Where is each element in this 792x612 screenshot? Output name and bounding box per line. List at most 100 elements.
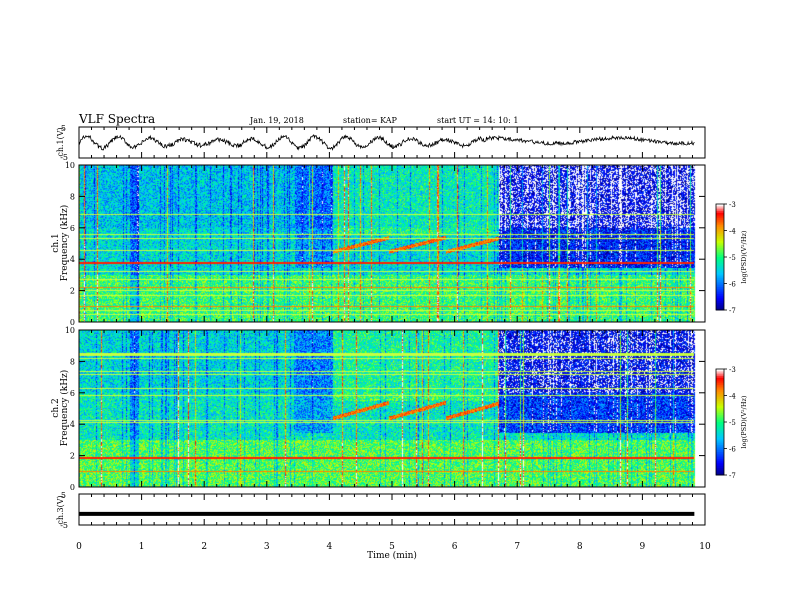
colorbar-tick-label: -4: [729, 393, 736, 401]
colorbar-segment: [716, 391, 724, 395]
time-tick-label: 7: [514, 542, 520, 552]
ch1-spectrogram-yticks: 0 2 4 6 8 10: [65, 161, 705, 327]
colorbar-segment: [716, 450, 724, 453]
colorbar-segment: [716, 241, 724, 244]
time-tick-label: 4: [327, 542, 333, 552]
colorbar-segment: [716, 219, 724, 223]
time-axis-label: Time (min): [367, 550, 417, 561]
colorbar-segment: [716, 446, 724, 449]
freq-tick-label: 8: [70, 357, 75, 366]
colorbar-segment: [716, 306, 724, 309]
colorbar-tick-label: -7: [729, 472, 736, 480]
colorbar-segment: [716, 473, 724, 476]
colorbar-segment: [716, 218, 724, 221]
colorbar-segment: [716, 377, 724, 381]
colorbar-segment: [716, 395, 724, 398]
ch1-spectrogram-ylabel-freq: Frequency (kHz): [59, 205, 70, 282]
colorbar-segment: [716, 295, 724, 299]
ch2-spectrogram-panel: 0 2 4 6 8 10 ch.2 Frequency (kHz): [51, 326, 706, 492]
ch1-ytick-top: 5: [61, 124, 66, 133]
colorbar-segment: [716, 374, 724, 377]
colorbar-segment: [716, 460, 724, 464]
colorbar-segment: [716, 271, 724, 274]
colorbar-segment: [716, 225, 724, 228]
colorbar-segment: [716, 214, 724, 217]
colorbar-segment: [716, 249, 724, 253]
colorbar-segment: [716, 452, 724, 455]
colorbar-segment: [716, 228, 724, 231]
freq-tick-label: 8: [70, 192, 75, 201]
colorbar-segment: [716, 264, 724, 267]
ch1-spectrogram-image: [79, 165, 705, 322]
colorbar-segment: [716, 248, 724, 251]
colorbar-segment: [716, 416, 724, 419]
ch3-waveform-ylabel: ch.3(V): [56, 495, 65, 524]
colorbar-segment: [716, 283, 724, 286]
colorbar-segment: [716, 223, 724, 226]
colorbar-segment: [716, 304, 724, 307]
colorbar-segment: [716, 399, 724, 402]
colorbar-label: log(PSD)(V²/Hz): [740, 395, 748, 448]
colorbar-segment: [716, 212, 724, 216]
colorbar-tick-label: -5: [729, 419, 736, 427]
colorbar-segment: [716, 281, 724, 284]
freq-tick-label: 10: [65, 161, 75, 170]
colorbar-segment: [716, 278, 724, 281]
colorbar-segment: [716, 448, 724, 451]
colorbar-segment: [716, 369, 724, 372]
colorbar-segment: [716, 246, 724, 249]
figure-title: VLF Spectra: [78, 112, 155, 126]
colorbar-segment: [716, 469, 724, 472]
colorbar-segment: [716, 453, 724, 457]
colorbar-segment: [716, 430, 724, 434]
time-tick-label: 3: [264, 542, 270, 552]
colorbar-segment: [716, 205, 724, 209]
colorbar-segment: [716, 237, 724, 240]
colorbar-segment: [716, 211, 724, 214]
colorbar-segment: [716, 437, 724, 441]
time-tick-label: 8: [577, 542, 583, 552]
ch2-spectrogram-ylabel-channel: ch.2: [51, 398, 61, 417]
colorbar-segment: [716, 413, 724, 416]
colorbar-segment: [716, 370, 724, 374]
colorbar-segment: [716, 299, 724, 302]
colorbar-segment: [716, 255, 724, 258]
ch1-waveform-ylabel: ch.1(V): [56, 127, 65, 156]
time-axis-ticks: [78, 127, 706, 525]
colorbar-segment: [716, 207, 724, 210]
colorbar-segment: [716, 302, 724, 306]
colorbar-segment: [716, 388, 724, 391]
colorbar-segment: [716, 287, 724, 290]
time-tick-label: 2: [201, 542, 207, 552]
colorbar-segment: [716, 422, 724, 425]
colorbar-segment: [716, 434, 724, 437]
colorbar-segment: [716, 427, 724, 430]
time-tick-label: 10: [699, 542, 711, 552]
colorbar-segment: [716, 471, 724, 474]
colorbar-segment: [716, 420, 724, 423]
colorbar-segment: [716, 384, 724, 388]
colorbar-label: log(PSD)(V²/Hz): [740, 230, 748, 283]
time-tick-label: 6: [452, 542, 458, 552]
colorbar-segment: [716, 226, 724, 230]
colorbar-segment: [716, 297, 724, 300]
freq-tick-label: 0: [70, 483, 75, 492]
colorbar-segment: [716, 234, 724, 237]
colorbar-segment: [716, 393, 724, 396]
colorbar-tick-label: -5: [729, 254, 736, 262]
colorbar-segment: [716, 397, 724, 400]
ch1-colorbar: -3 -4 -5 -6 -7 log(PSD)(V²/Hz): [715, 201, 748, 315]
colorbar-segment: [716, 265, 724, 269]
colorbar-segment: [716, 386, 724, 389]
colorbar-segment: [716, 209, 724, 212]
colorbar-segment: [716, 251, 724, 254]
colorbar-segment: [716, 242, 724, 246]
figure-station: station= KAP: [343, 116, 398, 125]
time-axis-labels: 0 1 2 3 4 5 6 7 8 9 10: [76, 542, 711, 552]
colorbar-segment: [716, 285, 724, 288]
ch1-spectrogram-ylabel-channel: ch.1: [51, 233, 61, 252]
colorbar-segment: [716, 418, 724, 421]
colorbar-segment: [716, 230, 724, 233]
ch2-spectrogram-yticks: 0 2 4 6 8 10: [65, 326, 705, 492]
